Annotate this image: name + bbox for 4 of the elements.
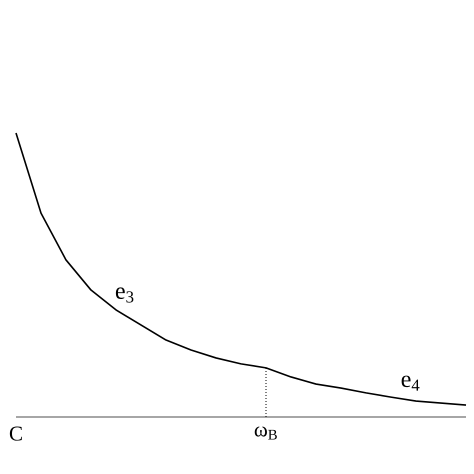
annotation: e$_{3}$: [116, 287, 134, 303]
annotation: e$_{4}$: [402, 376, 420, 391]
x-tick-label: ω$_{B}$: [254, 426, 277, 440]
x-tick-label: C: [10, 426, 22, 441]
